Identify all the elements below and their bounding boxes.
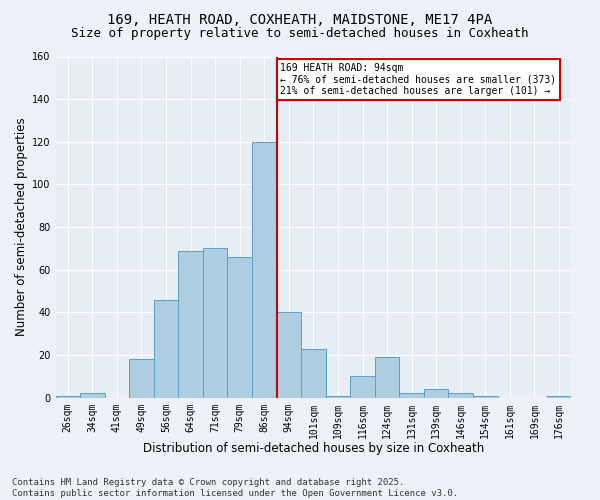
Bar (154, 300, 178, 398)
Bar (252, 142, 277, 398)
Text: Size of property relative to semi-detached houses in Coxheath: Size of property relative to semi-detach… (71, 28, 529, 40)
Bar (301, 348, 326, 398)
Text: Contains HM Land Registry data © Crown copyright and database right 2025.
Contai: Contains HM Land Registry data © Crown c… (12, 478, 458, 498)
Bar (326, 396, 350, 398)
Bar (350, 376, 375, 398)
Bar (400, 394, 424, 398)
Bar (80, 394, 104, 398)
Bar (375, 357, 400, 398)
Bar (203, 248, 227, 398)
Bar (424, 389, 448, 398)
Bar (448, 394, 473, 398)
Bar (227, 257, 252, 398)
Bar (277, 312, 301, 398)
Bar (129, 360, 154, 398)
Text: 169, HEATH ROAD, COXHEATH, MAIDSTONE, ME17 4PA: 169, HEATH ROAD, COXHEATH, MAIDSTONE, ME… (107, 12, 493, 26)
Y-axis label: Number of semi-detached properties: Number of semi-detached properties (15, 118, 28, 336)
Bar (178, 250, 203, 398)
Bar (547, 396, 571, 398)
Bar (473, 396, 497, 398)
Text: 169 HEATH ROAD: 94sqm
← 76% of semi-detached houses are smaller (373)
21% of sem: 169 HEATH ROAD: 94sqm ← 76% of semi-deta… (280, 63, 556, 96)
Bar (56, 396, 80, 398)
X-axis label: Distribution of semi-detached houses by size in Coxheath: Distribution of semi-detached houses by … (143, 442, 484, 455)
